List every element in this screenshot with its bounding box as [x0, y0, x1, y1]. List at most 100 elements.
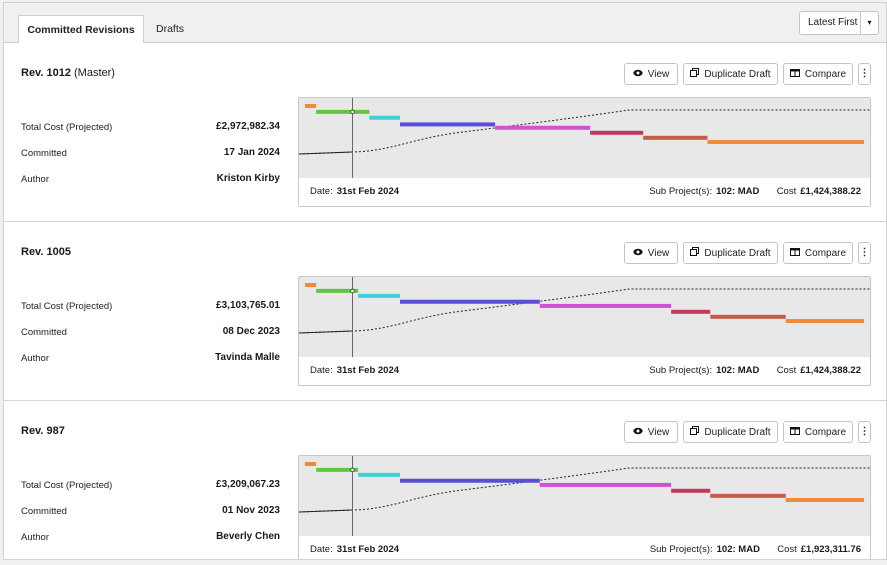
- actual-cost-line: [299, 509, 353, 513]
- timeline-date: Date: 31st Feb 2024: [310, 536, 400, 559]
- actual-cost-line: [299, 330, 353, 334]
- timeline-segment[interactable]: [707, 140, 864, 144]
- timeline-segment[interactable]: [785, 319, 864, 323]
- timeline-segment[interactable]: [400, 122, 496, 127]
- kebab-menu-icon: ⋮: [859, 247, 870, 258]
- actual-cost-line: [299, 151, 353, 155]
- timeline-segment[interactable]: [785, 498, 864, 502]
- timeline-plot: [299, 277, 870, 357]
- timeline-segment[interactable]: [539, 482, 672, 487]
- committed-label: Committed: [21, 327, 67, 338]
- revision-title: Rev. 987: [21, 425, 65, 437]
- tab-drafts[interactable]: Drafts: [156, 23, 185, 35]
- total-cost-value: £2,972,982.34: [216, 121, 280, 132]
- date-value: 31st Feb 2024: [336, 544, 400, 555]
- timeline-segment[interactable]: [590, 130, 644, 135]
- cumulative-cost-curve: [299, 467, 870, 513]
- subproject-value: 102: MAD: [716, 365, 760, 376]
- timeline-segment[interactable]: [495, 125, 591, 130]
- author-label: Author: [21, 532, 49, 543]
- timeline-plot: [299, 98, 870, 178]
- committed-date-value: 08 Dec 2023: [222, 326, 280, 337]
- timeline-segment[interactable]: [305, 283, 317, 287]
- compare-button-label: Compare: [804, 69, 847, 80]
- view-button[interactable]: View: [624, 421, 678, 443]
- duplicate-draft-button[interactable]: Duplicate Draft: [683, 63, 778, 85]
- revision-number: Rev. 1005: [21, 246, 71, 258]
- copy-icon: [690, 64, 700, 84]
- duplicate-draft-button[interactable]: Duplicate Draft: [683, 421, 778, 443]
- timeline-segment[interactable]: [710, 493, 786, 498]
- author-value: Beverly Chen: [216, 531, 280, 542]
- timeline-segment[interactable]: [305, 462, 317, 466]
- cost-value: £1,923,311.76: [800, 544, 861, 555]
- copy-icon: [690, 422, 700, 442]
- author-value: Tavinda Malle: [215, 352, 280, 363]
- timeline-segment[interactable]: [671, 309, 711, 314]
- revision-title: Rev. 1012 (Master): [21, 67, 115, 79]
- kebab-menu-icon: ⋮: [859, 68, 870, 79]
- timeline-segment[interactable]: [358, 472, 401, 477]
- today-marker-point: [350, 467, 355, 473]
- revision-card: Rev. 1012 (Master) View Duplicate Draft …: [4, 43, 886, 222]
- total-cost-value: £3,209,067.23: [216, 479, 280, 490]
- timeline-segment[interactable]: [316, 288, 359, 293]
- revision-tag: (Master): [74, 67, 115, 79]
- cost-label: Cost: [776, 186, 797, 197]
- cost-value: £1,424,388.22: [800, 365, 861, 376]
- timeline-segment[interactable]: [400, 478, 540, 483]
- copy-icon: [690, 243, 700, 263]
- view-button[interactable]: View: [624, 242, 678, 264]
- compare-icon: [789, 422, 800, 442]
- timeline-segment[interactable]: [369, 115, 401, 120]
- eye-icon: [633, 243, 643, 263]
- duplicate-draft-button-label: Duplicate Draft: [704, 69, 771, 80]
- timeline-summary: Sub Project(s): 102: MAD Cost £1,424,388.2…: [649, 357, 861, 385]
- date-value: 31st Feb 2024: [336, 186, 400, 197]
- timeline-segment[interactable]: [316, 467, 359, 472]
- timeline-chart[interactable]: Date: 31st Feb 2024 Sub Project(s): 102: M…: [298, 97, 871, 207]
- revision-title: Rev. 1005: [21, 246, 71, 258]
- committed-date-value: 01 Nov 2023: [222, 505, 280, 516]
- view-button-label: View: [647, 248, 670, 259]
- total-cost-label: Total Cost (Projected): [21, 122, 113, 133]
- subproject-value: 102: MAD: [716, 186, 760, 197]
- eye-icon: [633, 64, 643, 84]
- total-cost-value: £3,103,765.01: [216, 300, 280, 311]
- view-button[interactable]: View: [624, 63, 678, 85]
- author-value: Kriston Kirby: [216, 173, 280, 184]
- subproject-label: Sub Project(s):: [649, 365, 713, 376]
- plot-background: [299, 98, 870, 178]
- date-label: Date:: [310, 365, 333, 376]
- compare-button[interactable]: Compare: [783, 63, 853, 85]
- compare-button[interactable]: Compare: [783, 242, 853, 264]
- timeline-segment[interactable]: [671, 488, 711, 493]
- timeline-segment[interactable]: [358, 293, 401, 298]
- more-options-button[interactable]: ⋮: [858, 63, 871, 85]
- eye-icon: [633, 422, 643, 442]
- compare-button[interactable]: Compare: [783, 421, 853, 443]
- duplicate-draft-button[interactable]: Duplicate Draft: [683, 242, 778, 264]
- timeline-chart[interactable]: Date: 31st Feb 2024 Sub Project(s): 102: M…: [298, 455, 871, 559]
- timeline-segment[interactable]: [710, 314, 786, 319]
- timeline-segment[interactable]: [643, 135, 708, 140]
- sort-dropdown-label: Latest First: [808, 17, 858, 28]
- sort-dropdown[interactable]: Latest First ▾: [799, 11, 879, 35]
- timeline-segment[interactable]: [316, 109, 370, 114]
- timeline-footer: Date: 31st Feb 2024 Sub Project(s): 102: M…: [299, 536, 870, 559]
- tab-committed-revisions[interactable]: Committed Revisions: [18, 15, 144, 44]
- timeline-segment[interactable]: [539, 303, 672, 308]
- timeline-summary: Sub Project(s): 102: MAD Cost £1,923,311.7…: [649, 536, 861, 559]
- timeline-chart[interactable]: Date: 31st Feb 2024 Sub Project(s): 102: M…: [298, 276, 871, 386]
- more-options-button[interactable]: ⋮: [858, 421, 871, 443]
- chevron-down-icon[interactable]: ▾: [860, 12, 878, 34]
- revision-card: Rev. 1005 View Duplicate Draft Compare ⋮…: [4, 222, 886, 401]
- more-options-button[interactable]: ⋮: [858, 242, 871, 264]
- tab-bar: Committed Revisions Drafts Latest First …: [4, 3, 886, 44]
- author-label: Author: [21, 353, 49, 364]
- timeline-segment[interactable]: [400, 299, 540, 304]
- total-cost-label: Total Cost (Projected): [21, 301, 113, 312]
- timeline-footer: Date: 31st Feb 2024 Sub Project(s): 102: M…: [299, 178, 870, 206]
- subproject-label: Sub Project(s):: [649, 544, 713, 555]
- timeline-segment[interactable]: [305, 104, 317, 108]
